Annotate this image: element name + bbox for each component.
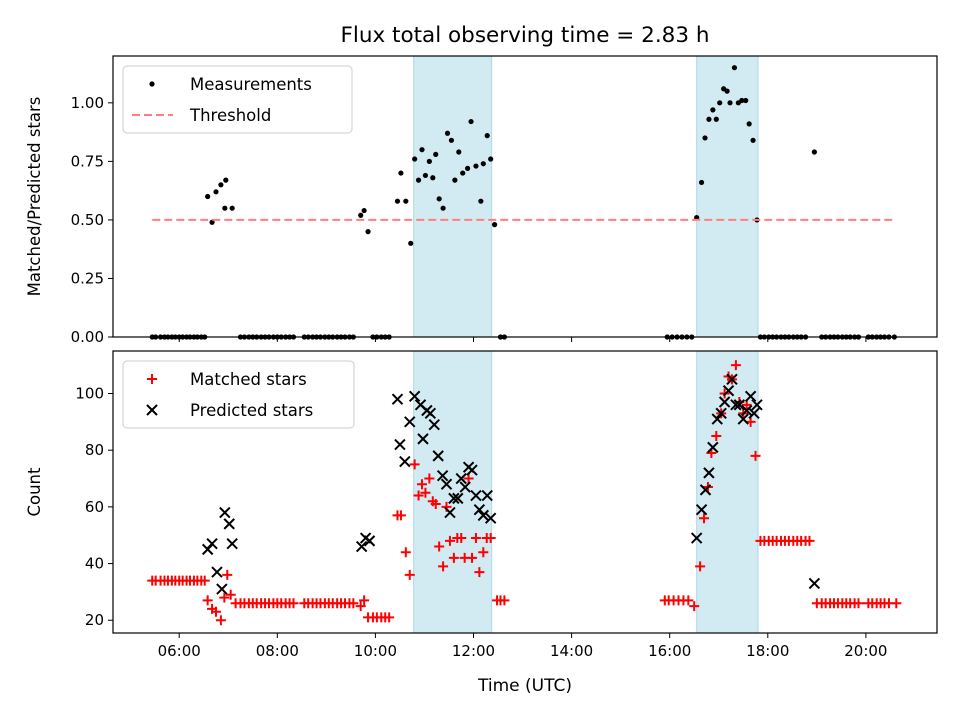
measurement-point (362, 208, 367, 213)
bottom-legend-label: Predicted stars (190, 401, 313, 420)
measurement-point (222, 206, 227, 211)
x-tick-label: 14:00 (550, 642, 593, 660)
measurement-point (398, 170, 403, 175)
measurement-point (230, 206, 235, 211)
top-y-tick-label: 0.75 (71, 152, 104, 170)
measurement-point (460, 170, 465, 175)
measurement-point (747, 121, 752, 126)
measurement-point (710, 107, 715, 112)
bottom-legend-label: Matched stars (190, 370, 307, 389)
measurement-point (488, 156, 493, 161)
bottom-y-tick-label: 40 (85, 555, 104, 573)
top-observing-window-0 (414, 56, 492, 337)
measurement-point (430, 175, 435, 180)
measurement-point (473, 163, 478, 168)
bottom-y-tick-label: 20 (85, 611, 104, 629)
measurement-point (727, 100, 732, 105)
measurement-point (812, 149, 817, 154)
measurement-point (416, 178, 421, 183)
measurement-point (706, 117, 711, 122)
measurement-point (445, 131, 450, 136)
bottom-y-axis-label: Count (25, 467, 44, 517)
measurement-point (358, 213, 363, 218)
x-tick-label: 06:00 (158, 642, 201, 660)
measurement-point (481, 161, 486, 166)
measurement-point (717, 100, 722, 105)
x-axis-label: Time (UTC) (477, 676, 572, 696)
x-tick-label: 08:00 (256, 642, 299, 660)
x-tick-label: 16:00 (648, 642, 691, 660)
measurement-point (440, 206, 445, 211)
bottom-y-tick-label: 100 (75, 385, 104, 403)
measurement-point (492, 222, 497, 227)
measurement-point (702, 135, 707, 140)
measurement-point (732, 65, 737, 70)
measurement-point (714, 117, 719, 122)
measurement-point (427, 159, 432, 164)
measurement-point (213, 189, 218, 194)
x-tick-label: 12:00 (452, 642, 495, 660)
measurement-point (449, 138, 454, 143)
measurement-point (423, 173, 428, 178)
top-y-tick-label: 1.00 (71, 94, 104, 112)
measurement-point (218, 182, 223, 187)
measurement-point (478, 199, 483, 204)
measurement-point (452, 178, 457, 183)
measurement-point (468, 119, 473, 124)
measurement-point (223, 178, 228, 183)
top-legend-label: Measurements (190, 75, 312, 94)
measurement-point (485, 133, 490, 138)
measurement-point (433, 152, 438, 157)
bottom-y-tick-label: 80 (85, 441, 104, 459)
measurement-point (365, 229, 370, 234)
measurement-point (743, 98, 748, 103)
top-y-tick-label: 0.25 (71, 269, 104, 287)
bottom-y-tick-label: 60 (85, 498, 104, 516)
x-tick-label: 10:00 (354, 642, 397, 660)
measurement-point (419, 147, 424, 152)
measurement-point (403, 199, 408, 204)
x-tick-label: 18:00 (746, 642, 789, 660)
measurement-point (412, 156, 417, 161)
figure: Flux total observing time = 2.83 h 0.00 0… (0, 0, 960, 720)
top-legend-label: Threshold (189, 106, 271, 125)
chart-title: Flux total observing time = 2.83 h (341, 23, 710, 48)
measurement-point (408, 241, 413, 246)
measurement-point (205, 194, 210, 199)
top-y-tick-label: 0.00 (71, 328, 104, 346)
measurement-point (456, 149, 461, 154)
top-y-tick-label: 0.50 (71, 211, 104, 229)
x-tick-label: 20:00 (844, 642, 887, 660)
measurement-point (395, 199, 400, 204)
top-y-axis-label: Matched/Predicted stars (25, 97, 44, 297)
top-observing-window-1 (697, 56, 758, 337)
legend-measurement-swatch (149, 81, 154, 86)
measurement-point (724, 89, 729, 94)
measurement-point (465, 166, 470, 171)
measurement-point (699, 180, 704, 185)
measurement-point (750, 138, 755, 143)
measurement-point (437, 196, 442, 201)
